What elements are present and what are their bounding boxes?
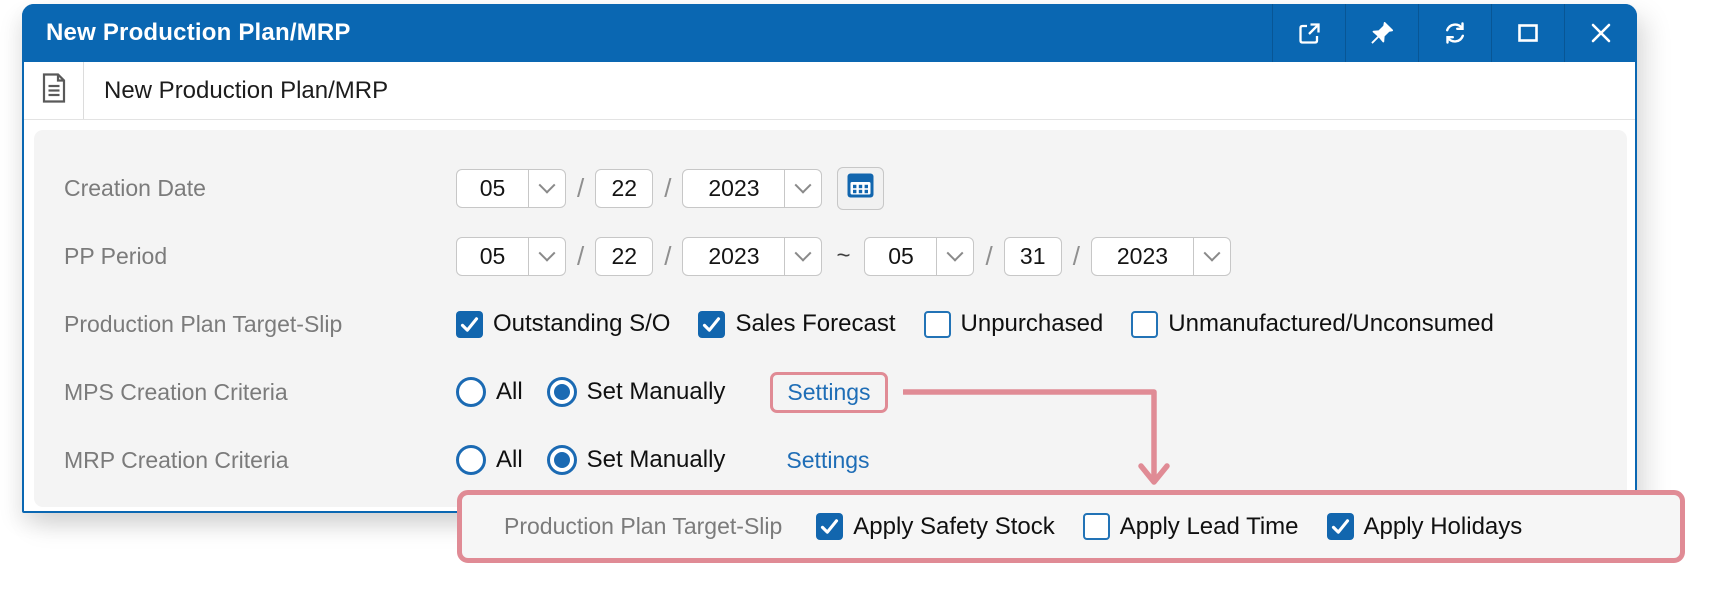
pp-period-controls: 05 / 22 / 2023 ~ 05 / [456, 236, 1231, 276]
checkbox-sales-forecast[interactable] [698, 310, 726, 338]
pp-start-day-input[interactable]: 22 [595, 236, 654, 276]
window-title: New Production Plan/MRP [46, 19, 351, 46]
pp-period-label: PP Period [64, 242, 168, 269]
date-separator: / [664, 172, 672, 203]
maximize-icon [1515, 20, 1541, 46]
mps-settings-link[interactable]: Settings [787, 378, 871, 405]
checkbox-outstanding-so[interactable] [456, 310, 483, 338]
checkbox-unmanufactured-label[interactable]: Unmanufactured/Unconsumed [1168, 310, 1494, 337]
checkbox-apply-holidays-label[interactable]: Apply Holidays [1363, 512, 1523, 540]
close-icon [1588, 20, 1614, 46]
form-panel: Creation Date 05 / 22 / 2023 [34, 130, 1627, 507]
chevron-down-icon [528, 169, 565, 207]
mps-criteria-label: MPS Creation Criteria [64, 378, 288, 405]
mps-criteria-row: MPS Creation Criteria All Set Manually S… [34, 358, 1627, 426]
maximize-button[interactable] [1491, 4, 1564, 62]
refresh-button[interactable] [1418, 4, 1491, 62]
creation-date-day-input[interactable]: 22 [595, 168, 654, 208]
pp-end-month-value: 05 [888, 242, 914, 269]
target-slip-options: Outstanding S/O Sales Forecast Unpurchas… [456, 310, 1522, 338]
creation-date-controls: 05 / 22 / 2023 [456, 166, 885, 210]
checkbox-outstanding-so-label[interactable]: Outstanding S/O [493, 310, 671, 337]
date-separator: / [577, 240, 585, 271]
date-separator: / [664, 240, 672, 271]
mrp-radio-all[interactable] [456, 445, 486, 475]
chevron-down-icon [936, 237, 973, 275]
chevron-down-icon [784, 237, 821, 275]
date-separator: / [985, 240, 993, 271]
check-icon [703, 316, 721, 332]
checkbox-sales-forecast-label[interactable]: Sales Forecast [735, 310, 896, 337]
pp-end-month-select[interactable]: 05 [864, 236, 975, 276]
target-slip-label: Production Plan Target-Slip [64, 310, 343, 337]
check-icon [1331, 519, 1349, 534]
checkbox-unmanufactured[interactable] [1131, 310, 1159, 338]
annotation-panel-label: Production Plan Target-Slip [504, 513, 783, 539]
page-title: New Production Plan/MRP [104, 76, 389, 104]
production-plan-dialog: New Production Plan/MRP [22, 4, 1637, 513]
checkbox-apply-safety-stock[interactable] [816, 513, 844, 540]
titlebar-actions [1272, 4, 1637, 62]
mps-radio-all-label[interactable]: All [496, 378, 523, 405]
mrp-settings-wrap: Settings [786, 447, 869, 474]
pp-start-month-value: 05 [479, 242, 506, 269]
mps-criteria-options: All Set Manually Settings [456, 371, 888, 413]
mrp-radio-all-label[interactable]: All [496, 446, 523, 473]
mps-radio-set-manually-label[interactable]: Set Manually [586, 378, 726, 405]
pp-period-row: PP Period 05 / 22 / 2023 ~ 05 [34, 222, 1627, 290]
creation-date-row: Creation Date 05 / 22 / 2023 [34, 154, 1627, 222]
check-icon [460, 316, 479, 332]
chevron-down-icon [784, 169, 821, 207]
pp-start-year-value: 2023 [708, 242, 760, 269]
mrp-radio-set-manually-label[interactable]: Set Manually [586, 446, 726, 473]
mrp-settings-link[interactable]: Settings [786, 446, 870, 473]
checkbox-apply-holidays[interactable] [1326, 513, 1354, 540]
creation-date-year-value: 2023 [708, 174, 760, 201]
pp-end-year-select[interactable]: 2023 [1090, 236, 1231, 276]
pp-start-month-select[interactable]: 05 [456, 236, 566, 276]
chevron-down-icon [528, 237, 565, 275]
calendar-icon [846, 172, 875, 204]
checkbox-unpurchased[interactable] [923, 310, 951, 338]
checkbox-apply-lead-time-label[interactable]: Apply Lead Time [1119, 512, 1299, 540]
close-button[interactable] [1564, 4, 1637, 62]
range-separator: ~ [836, 242, 851, 269]
date-separator: / [1072, 240, 1080, 271]
mrp-radio-set-manually[interactable] [546, 445, 577, 475]
checkbox-apply-lead-time[interactable] [1082, 513, 1110, 540]
annotation-settings-panel: Production Plan Target-Slip Apply Safety… [457, 490, 1685, 563]
checkbox-unpurchased-label[interactable]: Unpurchased [960, 310, 1104, 337]
dialog-titlebar: New Production Plan/MRP [22, 4, 1637, 62]
open-in-new-window-button[interactable] [1272, 4, 1345, 62]
mps-radio-set-manually[interactable] [546, 377, 577, 407]
target-slip-row: Production Plan Target-Slip Outstanding … [34, 290, 1627, 358]
checkbox-apply-safety-stock-label[interactable]: Apply Safety Stock [853, 512, 1055, 540]
settings-annotation-box: Settings [770, 371, 888, 413]
chevron-down-icon [1192, 237, 1230, 275]
pp-end-day-input[interactable]: 31 [1003, 236, 1062, 276]
mrp-criteria-row: MRP Creation Criteria All Set Manually S… [34, 426, 1627, 494]
pp-start-year-select[interactable]: 2023 [682, 236, 823, 276]
date-separator: / [577, 172, 585, 203]
pin-button[interactable] [1345, 4, 1418, 62]
refresh-icon [1441, 19, 1469, 47]
open-in-new-window-icon [1296, 20, 1323, 47]
creation-date-month-value: 05 [479, 174, 506, 201]
mrp-criteria-label: MRP Creation Criteria [64, 446, 289, 473]
check-icon [821, 519, 839, 534]
mrp-criteria-options: All Set Manually Settings [456, 445, 870, 475]
mps-radio-all[interactable] [456, 377, 486, 407]
pp-end-year-value: 2023 [1116, 242, 1169, 269]
pin-icon [1369, 20, 1395, 46]
creation-date-label: Creation Date [64, 174, 206, 201]
creation-date-year-select[interactable]: 2023 [682, 168, 823, 208]
document-icon [40, 72, 68, 109]
document-icon-cell [24, 62, 84, 119]
creation-date-month-select[interactable]: 05 [456, 168, 566, 208]
calendar-button[interactable] [837, 166, 885, 210]
page-header: New Production Plan/MRP [24, 62, 1635, 120]
